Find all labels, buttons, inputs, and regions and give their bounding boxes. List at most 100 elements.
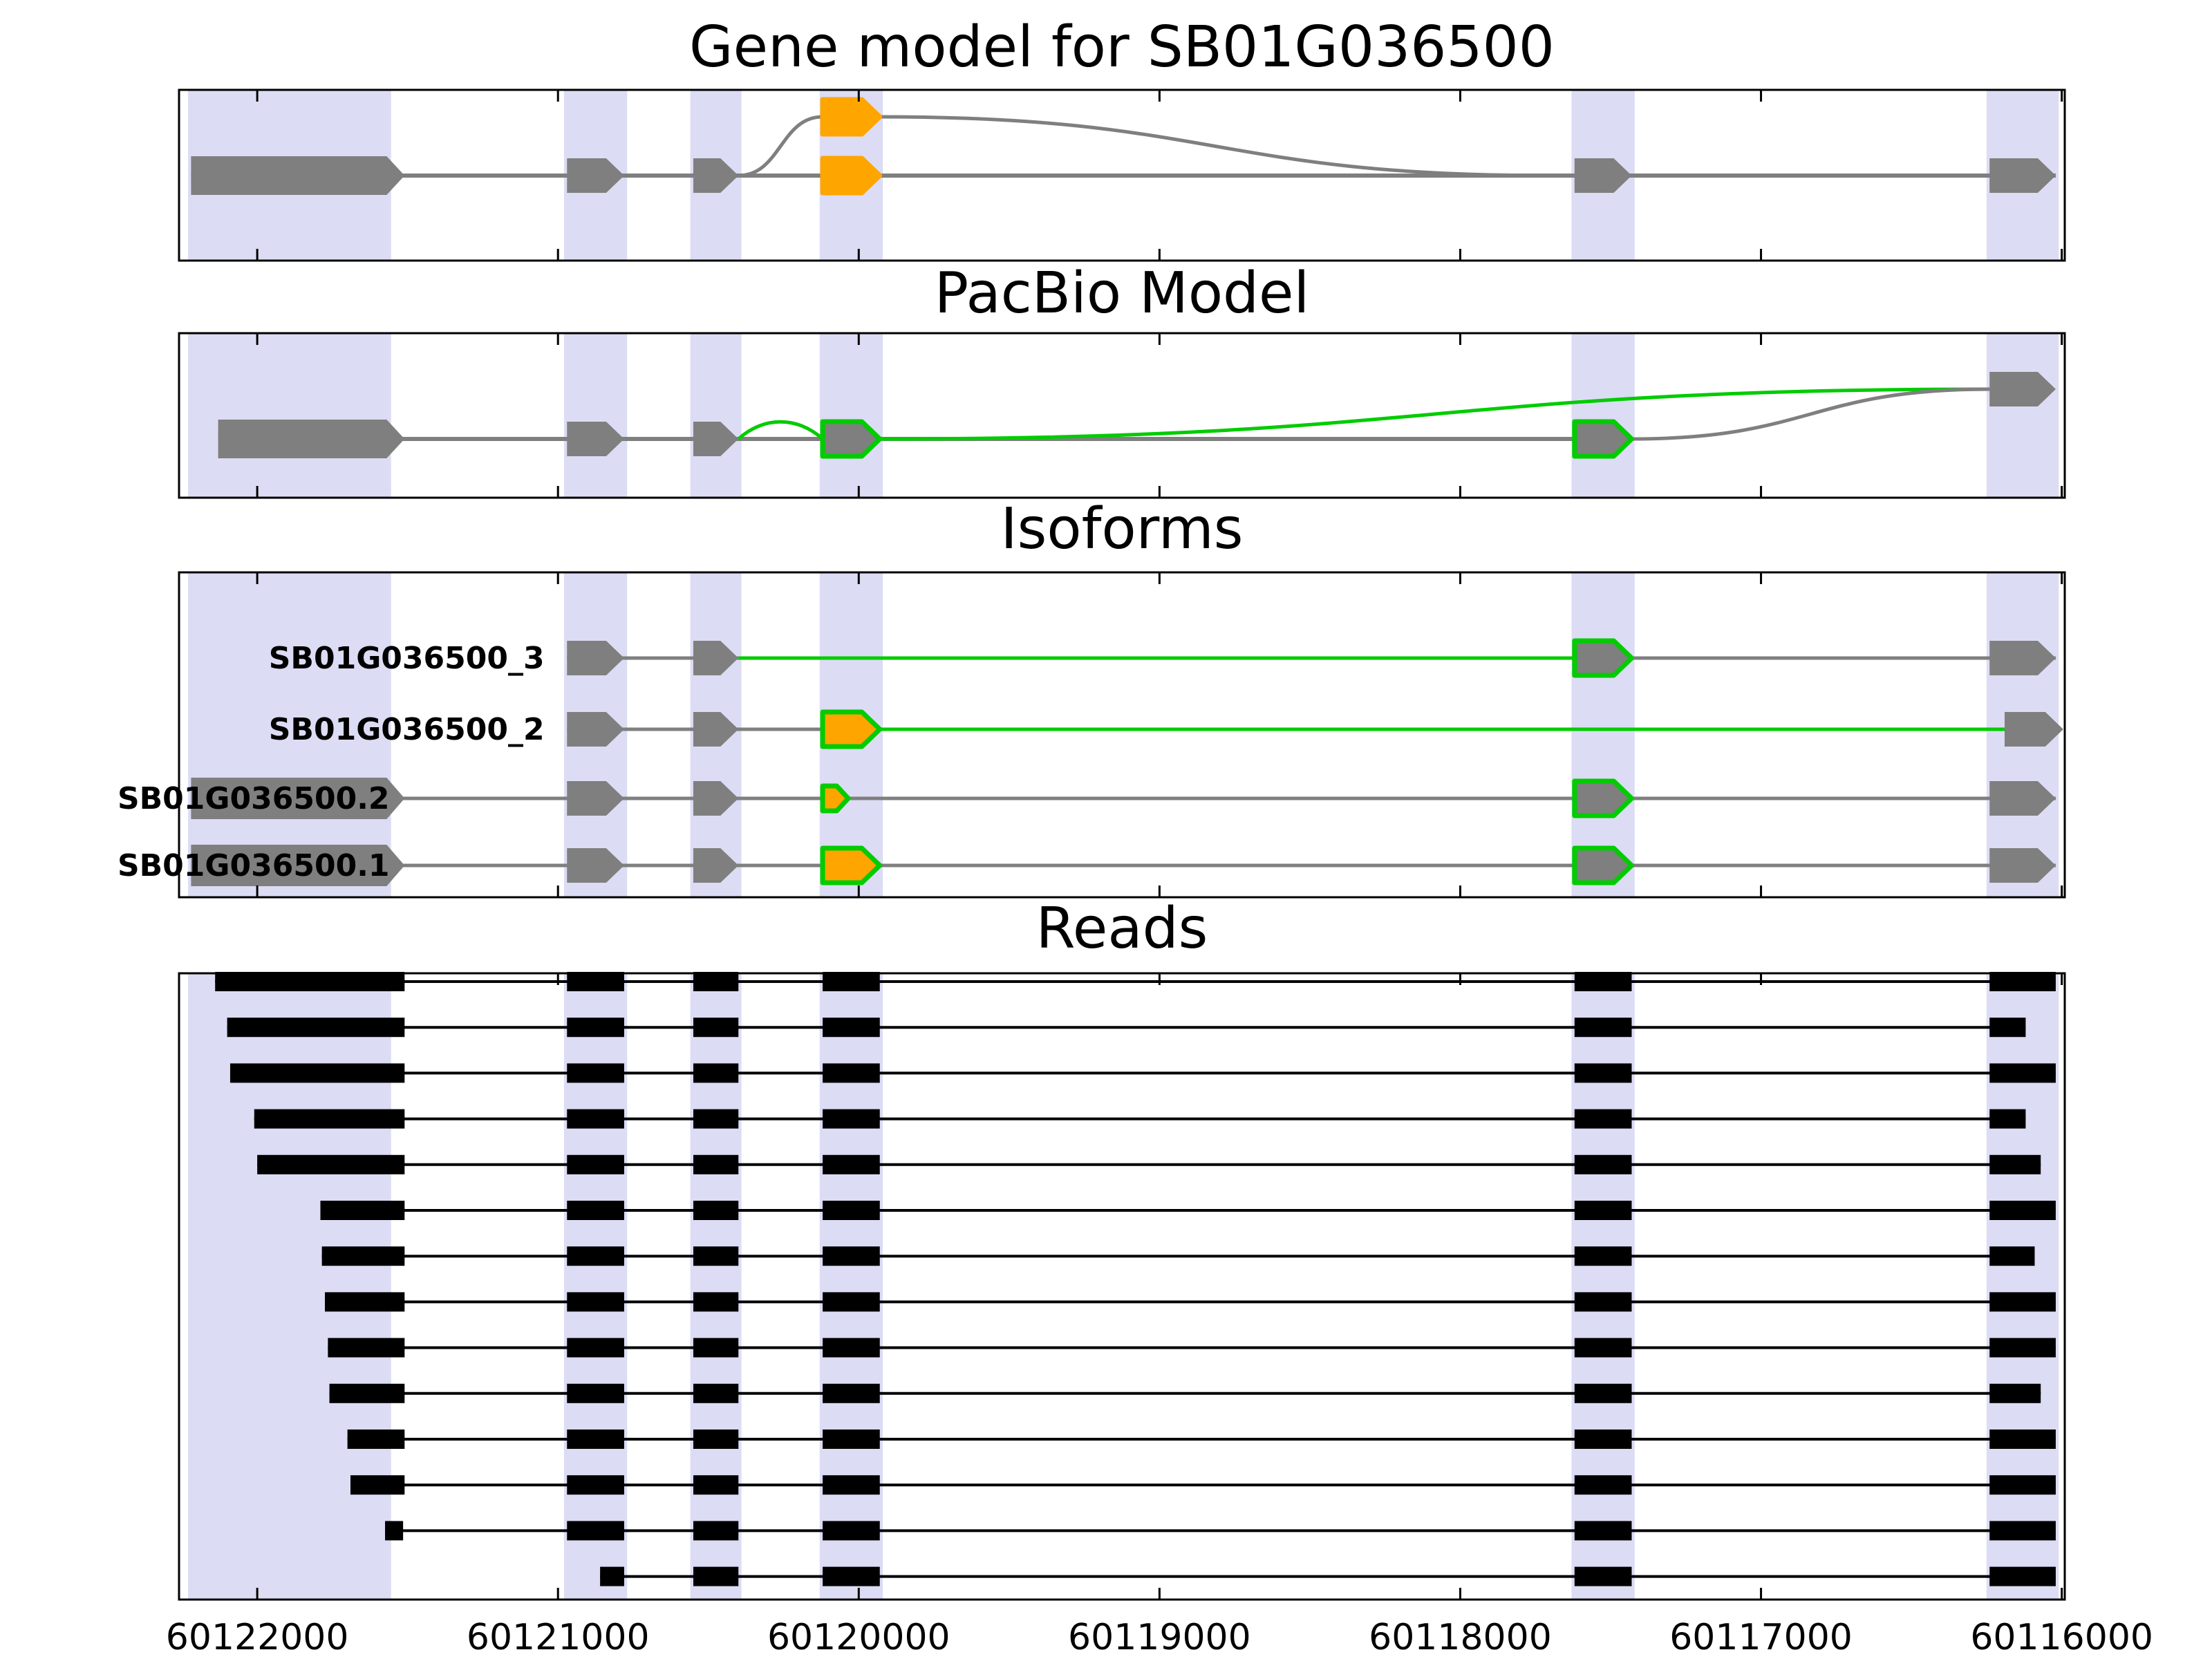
read-exon-block (350, 1475, 405, 1495)
read-exon-block (693, 1201, 739, 1220)
exon-block (567, 712, 624, 747)
x-tick-label: 60119000 (1068, 1617, 1251, 1658)
read-exon-block (1989, 1201, 2056, 1220)
read-exon-block (693, 1109, 739, 1129)
exon-block (1574, 158, 1632, 193)
isoform-label: SB01G036500.1 (118, 848, 390, 883)
read-exon-block (385, 1521, 404, 1541)
exon-block (191, 778, 405, 819)
read-exon-block (823, 1430, 880, 1449)
read-exon-block (567, 1109, 624, 1129)
exon-block (693, 641, 739, 675)
highlight-band (1571, 333, 1635, 498)
exon-block (1989, 372, 2056, 406)
read-exon-block (567, 1475, 624, 1495)
exon-block (820, 709, 883, 749)
x-tick-label: 60121000 (467, 1617, 650, 1658)
exon-block (820, 419, 883, 459)
read-exon-block (1574, 1292, 1632, 1312)
read-exon-block (823, 1475, 880, 1495)
read-exon-block (1989, 1292, 2056, 1312)
exon-block (567, 158, 624, 193)
x-tick-label: 60117000 (1669, 1617, 1853, 1658)
read-exon-block (823, 972, 880, 991)
read-exon-block (823, 1246, 880, 1266)
read-exon-block (1989, 1521, 2056, 1541)
panel-frame (178, 332, 2066, 499)
read-exon-block (567, 1154, 624, 1174)
read-exon-block (567, 972, 624, 991)
read-exon-block (1574, 1154, 1632, 1174)
read-exon-block (1989, 1475, 2056, 1495)
read-exon-block (1574, 1430, 1632, 1449)
read-exon-block (329, 1383, 405, 1403)
panel-frame (178, 571, 2066, 899)
read-exon-block (693, 1475, 739, 1495)
read-exon-block (693, 1063, 739, 1083)
read-exon-block (1574, 1521, 1632, 1541)
panel-title-gene-model: Gene model for SB01G036500 (689, 15, 1555, 80)
read-exon-block (567, 1521, 624, 1541)
read-exon-block (1574, 972, 1632, 991)
read-exon-block (229, 1063, 405, 1083)
read-exon-block (567, 1063, 624, 1083)
read-exon-block (823, 1521, 880, 1541)
read-exon-block (567, 1018, 624, 1038)
intron-arc (879, 387, 1990, 441)
panel-title-isoforms: Isoforms (1000, 496, 1244, 562)
read-exon-block (693, 1154, 739, 1174)
read-exon-block (1989, 1018, 2026, 1038)
intron-arc (1631, 387, 1990, 441)
exon-block (693, 712, 739, 747)
read-exon-block (567, 1246, 624, 1266)
read-exon-block (693, 1018, 739, 1038)
panel-title-reads: Reads (1035, 896, 1208, 962)
read-exon-block (347, 1430, 405, 1449)
read-exon-block (1989, 1430, 2056, 1449)
read-exon-block (567, 1201, 624, 1220)
read-exon-block (1989, 1566, 2056, 1586)
read-exon-block (600, 1566, 624, 1586)
read-exon-block (567, 1292, 624, 1312)
exon-block (1989, 848, 2056, 883)
read-exon-block (567, 1383, 624, 1403)
highlight-band (188, 333, 391, 498)
isoform-label: SB01G036500_2 (269, 712, 545, 747)
isoform-label: SB01G036500.2 (118, 781, 390, 816)
read-exon-block (567, 1430, 624, 1449)
highlight-band (690, 333, 742, 498)
exon-block (820, 845, 883, 885)
read-exon-block (325, 1292, 405, 1312)
exon-block (218, 420, 405, 458)
read-exon-block (321, 1246, 405, 1266)
exon-block (1572, 845, 1634, 885)
exon-block (693, 158, 739, 193)
exon-block (2004, 712, 2063, 747)
read-exon-block (823, 1018, 880, 1038)
read-exon-block (320, 1201, 405, 1220)
read-exon-block (693, 1246, 739, 1266)
exon-block (820, 783, 851, 814)
exon-block (1572, 419, 1634, 459)
read-exon-block (823, 1338, 880, 1358)
read-exon-block (1574, 1338, 1632, 1358)
x-tick-label: 60116000 (1970, 1617, 2153, 1658)
read-exon-block (1989, 1338, 2056, 1358)
exon-block (567, 848, 624, 883)
read-exon-block (1574, 1566, 1632, 1586)
read-exon-block (227, 1018, 405, 1038)
exon-block (820, 97, 883, 137)
exon-block (1989, 781, 2056, 816)
x-tick-label: 60120000 (767, 1617, 950, 1658)
read-exon-block (567, 1338, 624, 1358)
exon-block (1572, 778, 1634, 818)
exon-block (567, 641, 624, 675)
exon-block (1989, 641, 2056, 675)
isoform-label: SB01G036500_3 (269, 641, 545, 676)
x-tick-label: 60118000 (1369, 1617, 1552, 1658)
read-exon-block (693, 972, 739, 991)
exon-block (1572, 638, 1634, 678)
exon-block (567, 422, 624, 456)
read-exon-block (1574, 1246, 1632, 1266)
